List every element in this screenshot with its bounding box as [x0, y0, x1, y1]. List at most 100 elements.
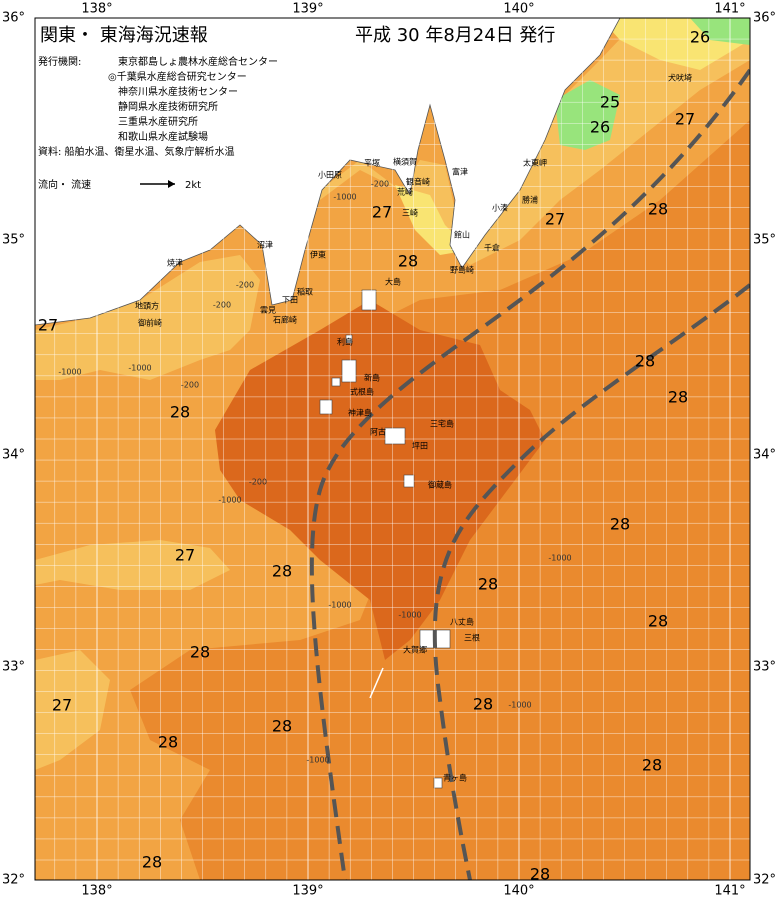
latitude-label: 33°	[2, 660, 25, 675]
legend-scale: 2kt	[185, 180, 201, 191]
place-name: 三根	[464, 633, 480, 643]
place-name: 千倉	[484, 243, 500, 253]
depth-label: -1000	[548, 554, 571, 563]
place-name: 平塚	[364, 159, 380, 168]
temperature-label: 28	[398, 252, 418, 271]
latitude-label: 35°	[2, 233, 25, 248]
temperature-label: 28	[272, 717, 292, 736]
longitude-label: 141°	[714, 884, 745, 899]
map-body	[35, 18, 750, 880]
temperature-label: 25	[600, 93, 620, 112]
map-labels: 26 25 26 27 27 27 28 28 27 28 28 28 28 27 28 28 28 28 27 28…	[38, 28, 710, 884]
place-name: 観音崎	[406, 177, 430, 187]
header-box	[36, 19, 576, 49]
longitude-label: 138°	[81, 884, 112, 899]
latitude-label: 35°	[753, 233, 776, 248]
longitude-label: 139°	[292, 884, 323, 899]
temperature-label: 28	[142, 853, 162, 872]
sea-29	[215, 300, 545, 660]
temperature-label: 27	[38, 316, 58, 335]
temperature-label: 27	[175, 546, 195, 565]
place-name: 神津島	[348, 408, 372, 418]
depth-label: -200	[181, 381, 199, 390]
place-name: 石廊崎	[273, 315, 297, 325]
longitude-label: 141°	[714, 2, 745, 17]
sea-27	[35, 255, 260, 380]
depth-label: -1000	[218, 496, 241, 505]
header: 関東・ 東海海況速報 平成 30 年8月24日 発行 発行機関: 東京都島しょ農…	[36, 19, 576, 191]
legend-arrowhead	[168, 180, 175, 188]
place-name: 太東岬	[523, 158, 547, 168]
place-name: 稲取	[297, 287, 313, 297]
place-name: 坪田	[412, 442, 428, 451]
temperature-label: 28	[190, 643, 210, 662]
place-name: 勝浦	[522, 195, 538, 205]
place-name: 横須賀	[393, 157, 417, 167]
longitude-label: 140°	[503, 2, 534, 17]
kuroshio-axis	[309, 68, 750, 880]
temperature-label: 28	[648, 612, 668, 631]
sources: 資料: 船舶水温、衛星水温、気象庁解析水温	[38, 145, 235, 158]
publisher: ◎千葉県水産総合研究センター	[108, 70, 247, 83]
map-frame	[34, 17, 751, 881]
place-name: 雲見	[260, 306, 276, 315]
place-name: 御前崎	[138, 318, 162, 328]
date: 平成 30 年8月24日 発行	[355, 25, 555, 46]
latitude-label: 36°	[753, 11, 776, 26]
place-name: 三宅島	[430, 419, 454, 429]
publisher: 和歌山県水産試験場	[118, 130, 208, 143]
place-name: 犬吠埼	[668, 73, 692, 83]
publisher: 神奈川県水産技術センター	[118, 85, 238, 98]
depth-label: -200	[236, 281, 254, 290]
place-name: 御蔵島	[428, 480, 452, 490]
temperature-label: 28	[170, 403, 190, 422]
place-name: 小田原	[318, 171, 342, 180]
temperature-label: 28	[610, 515, 630, 534]
latitude-label: 32°	[2, 873, 25, 888]
place-name: 青ヶ島	[443, 773, 467, 783]
temperature-label: 28	[668, 388, 688, 407]
depth-label: -1000	[128, 364, 151, 373]
temperature-label: 27	[675, 110, 695, 129]
depth-label: -1000	[328, 601, 351, 610]
depth-label: -1000	[58, 368, 81, 377]
latitude-label: 34°	[753, 448, 776, 463]
temperature-label: 28	[635, 352, 655, 371]
sea-27	[35, 650, 110, 770]
depth-label: -1000	[333, 193, 356, 202]
place-name: 富津	[452, 167, 468, 177]
temperature-label: 27	[372, 203, 392, 222]
current-arrow	[369, 667, 384, 699]
publisher: 三重県水産研究所	[118, 115, 198, 128]
depth-label: -200	[371, 180, 389, 189]
temperature-label: 28	[473, 695, 493, 714]
depth-label: -1000	[508, 701, 531, 710]
depth-label: -200	[249, 478, 267, 487]
temperature-label: 28	[158, 733, 178, 752]
place-name: 三崎	[402, 208, 418, 218]
place-name: 焼津	[167, 258, 183, 268]
place-name: 地頭方	[135, 301, 159, 311]
publisher: 静岡県水産技術研究所	[118, 100, 218, 113]
depth-label: -200	[213, 301, 231, 310]
latitude-label: 34°	[2, 448, 25, 463]
temperature-label: 28	[648, 200, 668, 219]
publisher: 東京都島しょ農林水産総合センター	[118, 55, 278, 68]
place-name: 荒崎	[397, 187, 413, 197]
longitude-label: 140°	[503, 884, 534, 899]
grid	[35, 18, 750, 880]
temperature-label: 28	[272, 562, 292, 581]
temperature-label: 26	[590, 118, 610, 137]
place-name: 大島	[385, 277, 401, 287]
temperature-label: 26	[690, 28, 710, 47]
place-name: 下田	[282, 296, 298, 305]
place-name: 大賀郷	[403, 645, 427, 655]
place-name: 八丈島	[450, 617, 474, 627]
place-name: 阿古	[370, 427, 386, 437]
place-name: 小湊	[492, 203, 508, 213]
place-name: 沼津	[257, 240, 273, 250]
temperature-label: 28	[530, 865, 550, 884]
place-name: 野島崎	[450, 265, 474, 275]
